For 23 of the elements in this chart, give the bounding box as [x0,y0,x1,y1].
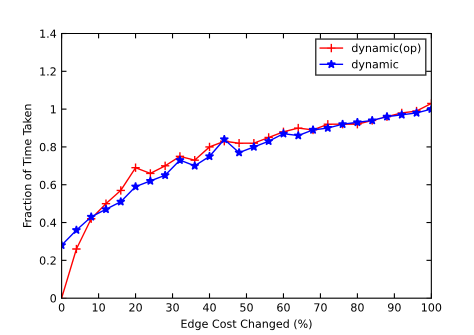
x-axis-title: Edge Cost Changed (%) [182,319,312,330]
y-tick-label: 0.4 [40,218,56,227]
legend-label: dynamic(op) [352,44,420,54]
y-tick-label: 1.2 [40,67,56,76]
x-tick-label: 50 [240,303,253,312]
x-tick-label: 70 [314,303,327,312]
y-tick-label: 1.4 [40,30,56,38]
y-tick-label: 1 [50,105,56,114]
x-tick-label: 100 [422,303,442,312]
x-tick-label: 20 [129,303,142,312]
y-tick-label: 0.2 [40,256,56,265]
x-tick-label: 0 [58,303,64,312]
y-tick-label: 0.8 [40,142,56,152]
y-tick-label: 0 [50,294,56,303]
x-tick-label: 80 [351,303,364,312]
y-axis-title: Fraction of Time Taken [22,104,32,227]
legend-label: dynamic [352,60,398,71]
y-tick-label: 0.6 [40,180,56,190]
x-tick-label: 60 [277,303,290,312]
x-tick-label: 30 [166,303,179,312]
x-tick-label: 10 [92,303,105,312]
x-tick-label: 40 [202,303,216,312]
x-tick-label: 90 [388,303,401,312]
